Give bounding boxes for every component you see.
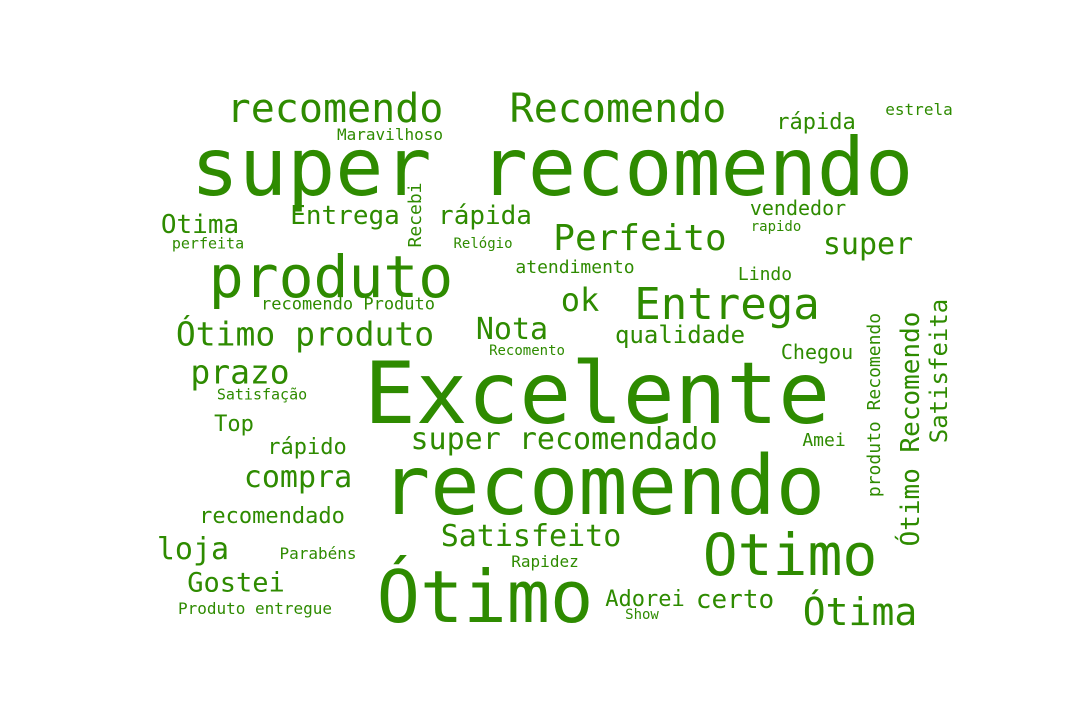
cloud-word: Produto entregue bbox=[177, 599, 333, 618]
cloud-word: rápido bbox=[267, 435, 347, 460]
cloud-word: Maravilhoso bbox=[337, 125, 443, 144]
cloud-word: Ótimo bbox=[376, 555, 594, 639]
cloud-word: super recomendado bbox=[410, 422, 718, 457]
cloud-word: Recebi bbox=[405, 182, 426, 248]
cloud-word: Top bbox=[214, 412, 254, 437]
cloud-word: Nota bbox=[475, 312, 549, 347]
cloud-word: recomendo Produto bbox=[261, 294, 435, 315]
cloud-word: Perfeito bbox=[553, 218, 727, 259]
cloud-word: Parabéns bbox=[279, 544, 357, 563]
cloud-word: rápida bbox=[438, 201, 532, 231]
cloud-word: certo bbox=[695, 585, 775, 615]
cloud-word: Lindo bbox=[737, 264, 793, 285]
cloud-word: recomendado bbox=[199, 504, 345, 529]
cloud-word: Recomento bbox=[489, 343, 565, 359]
cloud-word: produto Recomendo bbox=[864, 312, 885, 498]
cloud-word: rápida bbox=[776, 110, 856, 135]
cloud-word: Entrega bbox=[290, 201, 400, 231]
cloud-word: estrela bbox=[885, 100, 953, 119]
cloud-word: recomendo bbox=[380, 439, 826, 534]
cloud-word: recomendo bbox=[226, 86, 444, 132]
cloud-word: compra bbox=[243, 460, 353, 495]
cloud-word: Entrega bbox=[634, 279, 820, 330]
cloud-word: Show bbox=[625, 607, 659, 623]
cloud-word: super recomendo bbox=[190, 121, 914, 214]
cloud-word: Otimo bbox=[702, 521, 878, 589]
cloud-word: Chegou bbox=[780, 340, 854, 364]
cloud-word: atendimento bbox=[515, 257, 635, 278]
cloud-word: Relógio bbox=[453, 236, 513, 252]
cloud-word: perfeita bbox=[171, 234, 245, 253]
cloud-word: vendedor bbox=[749, 196, 847, 220]
cloud-word: Ótimo produto bbox=[175, 314, 435, 354]
cloud-word: qualidade bbox=[614, 321, 746, 349]
cloud-word: Ótima bbox=[802, 590, 918, 634]
cloud-word: Satisfação bbox=[216, 385, 308, 404]
cloud-word: rapido bbox=[750, 219, 802, 235]
cloud-word: Gostei bbox=[187, 567, 285, 599]
cloud-word: Otima bbox=[160, 210, 240, 240]
cloud-word: Ótimo Recomendo bbox=[896, 311, 926, 547]
cloud-word: Excelente bbox=[364, 344, 830, 444]
cloud-word: Satisfeito bbox=[440, 519, 622, 554]
cloud-word: Recomendo bbox=[509, 86, 727, 132]
cloud-word: super bbox=[822, 227, 914, 262]
cloud-word: ok bbox=[560, 281, 600, 319]
cloud-word: Adorei bbox=[605, 587, 685, 612]
cloud-word: Rapidez bbox=[511, 552, 579, 571]
cloud-word: prazo bbox=[190, 352, 290, 392]
cloud-word: Amei bbox=[802, 430, 846, 451]
cloud-word: produto bbox=[208, 243, 454, 311]
cloud-word: loja bbox=[156, 532, 230, 567]
cloud-word: Satisfeita bbox=[925, 298, 953, 444]
